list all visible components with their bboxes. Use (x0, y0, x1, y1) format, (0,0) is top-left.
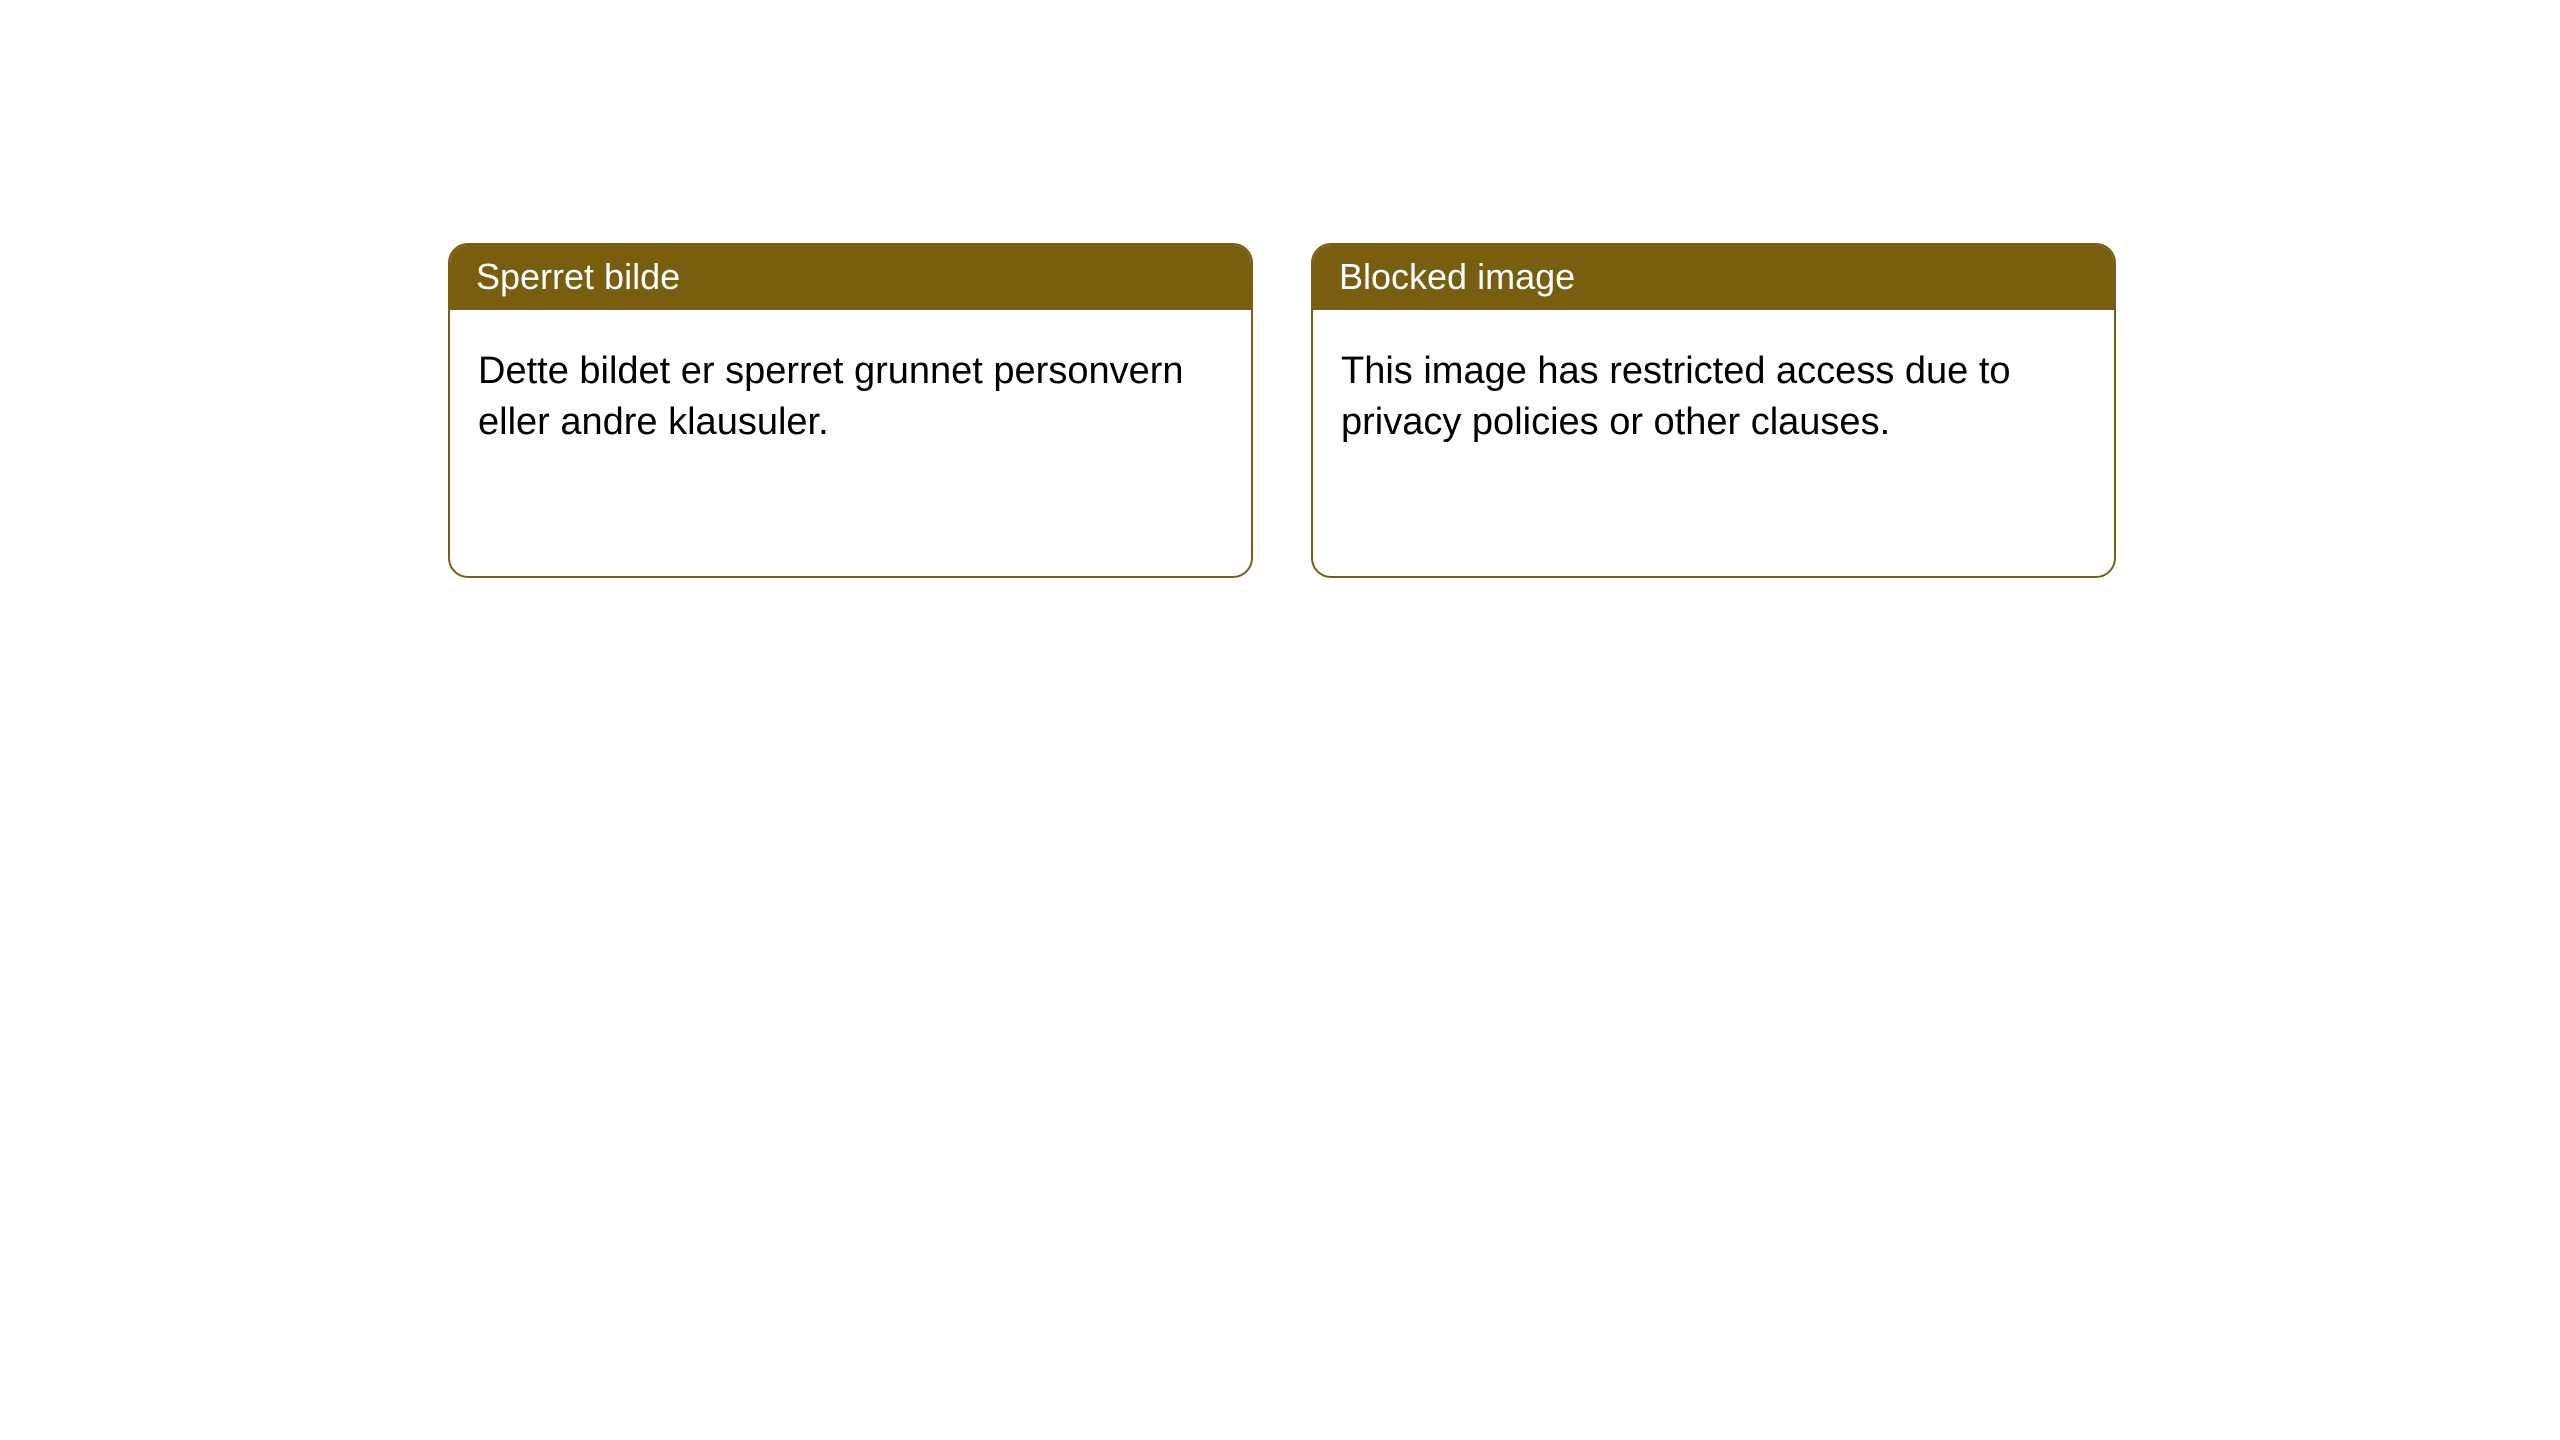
notice-body-en: This image has restricted access due to … (1313, 310, 2114, 475)
notice-header-no: Sperret bilde (450, 245, 1251, 310)
notice-body-no: Dette bildet er sperret grunnet personve… (450, 310, 1251, 475)
notice-card-no: Sperret bilde Dette bildet er sperret gr… (448, 243, 1253, 578)
notice-header-en: Blocked image (1313, 245, 2114, 310)
notice-container: Sperret bilde Dette bildet er sperret gr… (0, 0, 2560, 578)
notice-card-en: Blocked image This image has restricted … (1311, 243, 2116, 578)
